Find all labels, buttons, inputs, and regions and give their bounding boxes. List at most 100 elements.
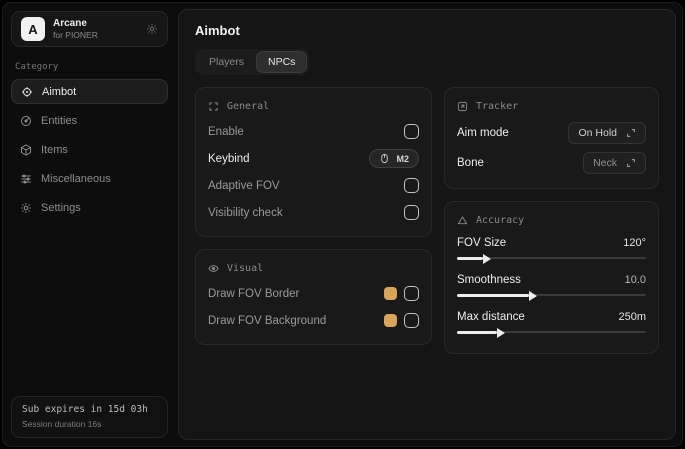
slider-head: Smoothness 10.0	[457, 270, 646, 289]
app-title-block: Arcane for PIONER	[53, 18, 98, 40]
max-distance-slider-block: Max distance 250m	[457, 306, 646, 343]
sidebar-item-label: Aimbot	[42, 85, 77, 98]
slider-value: 120°	[623, 236, 646, 249]
app-subtitle: for PIONER	[53, 30, 98, 40]
row-bone: Bone Neck	[457, 148, 646, 178]
mouse-icon	[379, 153, 390, 164]
sidebar-header: A Arcane for PIONER	[11, 11, 168, 47]
fov-background-color-swatch[interactable]	[384, 314, 397, 327]
target-box-icon	[457, 101, 468, 112]
sidebar-item-aimbot[interactable]: Aimbot	[11, 79, 168, 104]
color-checkbox-group	[384, 313, 419, 328]
slider-label: Max distance	[457, 310, 525, 323]
row-visibility-check: Visibility check	[208, 199, 419, 226]
tracker-card: Tracker Aim mode On Hold Bone	[444, 87, 659, 189]
crosshair-icon	[21, 86, 33, 98]
sidebar-item-label: Miscellaneous	[41, 172, 111, 185]
row-label: Visibility check	[208, 206, 283, 219]
sidebar-item-entities[interactable]: Entities	[11, 108, 168, 133]
slider-fill	[457, 253, 492, 264]
row-label: Bone	[457, 157, 484, 169]
section-title: General	[227, 101, 270, 112]
row-draw-fov-border: Draw FOV Border	[208, 280, 419, 307]
visual-header: Visual	[208, 258, 419, 280]
slider-track	[457, 257, 646, 259]
triangle-icon	[457, 215, 468, 226]
target-tabs: Players NPCs	[195, 49, 310, 75]
row-aim-mode: Aim mode On Hold	[457, 118, 646, 148]
row-label: Draw FOV Border	[208, 287, 300, 300]
row-label: Enable	[208, 125, 244, 138]
scan-icon	[208, 101, 219, 112]
visibility-check-checkbox[interactable]	[404, 205, 419, 220]
expand-icon	[626, 128, 636, 138]
row-draw-fov-background: Draw FOV Background	[208, 307, 419, 334]
sidebar-item-label: Items	[41, 143, 68, 156]
section-title: Visual	[227, 263, 264, 274]
slider-label: FOV Size	[457, 236, 507, 249]
slider-value: 10.0	[624, 273, 646, 286]
radar-icon	[20, 115, 32, 127]
slider-track	[457, 331, 646, 333]
slider-thumb[interactable]	[528, 290, 537, 301]
sliders-icon	[20, 173, 32, 185]
bone-select[interactable]: Neck	[583, 152, 646, 174]
slider-value: 250m	[618, 310, 646, 323]
slider-head: Max distance 250m	[457, 307, 646, 326]
smoothness-slider[interactable]	[457, 290, 646, 301]
row-keybind: Keybind M2	[208, 145, 419, 172]
tab-npcs[interactable]: NPCs	[257, 52, 307, 72]
slider-fill	[457, 290, 537, 301]
fov-size-slider-block: FOV Size 120°	[457, 232, 646, 269]
slider-thumb[interactable]	[483, 253, 492, 264]
sub-expiry-text: Sub expires in 15d 03h	[22, 404, 148, 415]
slider-label: Smoothness	[457, 273, 521, 286]
aim-mode-select[interactable]: On Hold	[568, 122, 646, 144]
tracker-header: Tracker	[457, 96, 646, 118]
fov-size-slider[interactable]	[457, 253, 646, 264]
slider-head: FOV Size 120°	[457, 233, 646, 252]
settings-columns: General Enable Keybind M2	[195, 87, 659, 354]
sidebar-item-label: Settings	[41, 201, 81, 214]
slider-fill	[457, 327, 505, 338]
app-name: Arcane	[53, 18, 87, 29]
keybind-button[interactable]: M2	[369, 149, 419, 168]
keybind-value: M2	[396, 153, 409, 164]
sidebar: A Arcane for PIONER Category Aimbot Enti…	[3, 3, 176, 446]
gear-icon[interactable]	[146, 23, 158, 35]
fov-background-checkbox[interactable]	[404, 313, 419, 328]
cube-icon	[20, 143, 32, 156]
sidebar-item-items[interactable]: Items	[11, 137, 168, 162]
enable-checkbox[interactable]	[404, 124, 419, 139]
left-column: General Enable Keybind M2	[195, 87, 432, 345]
slider-track	[457, 294, 646, 296]
subscription-info-card: Sub expires in 15d 03h Session duration …	[11, 396, 168, 438]
app-logo: A	[21, 17, 45, 41]
tab-players[interactable]: Players	[209, 56, 245, 68]
eye-icon	[208, 263, 219, 274]
row-label: Keybind	[208, 152, 250, 165]
main-panel: Aimbot Players NPCs General Enable	[178, 9, 676, 440]
category-label: Category	[15, 62, 59, 72]
row-enable: Enable	[208, 118, 419, 145]
fov-border-color-swatch[interactable]	[384, 287, 397, 300]
general-header: General	[208, 96, 419, 118]
accuracy-card: Accuracy FOV Size 120°	[444, 201, 659, 354]
section-title: Accuracy	[476, 215, 525, 226]
smoothness-slider-block: Smoothness 10.0	[457, 269, 646, 306]
expand-icon	[626, 158, 636, 168]
right-column: Tracker Aim mode On Hold Bone	[444, 87, 659, 354]
sidebar-item-label: Entities	[41, 114, 78, 127]
adaptive-fov-checkbox[interactable]	[404, 178, 419, 193]
max-distance-slider[interactable]	[457, 327, 646, 338]
page-title: Aimbot	[195, 23, 240, 38]
color-checkbox-group	[384, 286, 419, 301]
visual-card: Visual Draw FOV Border Draw FOV Backgrou…	[195, 249, 432, 345]
slider-thumb[interactable]	[496, 327, 505, 338]
row-adaptive-fov: Adaptive FOV	[208, 172, 419, 199]
sidebar-item-settings[interactable]: Settings	[11, 195, 168, 220]
section-title: Tracker	[476, 101, 519, 112]
fov-border-checkbox[interactable]	[404, 286, 419, 301]
sidebar-item-miscellaneous[interactable]: Miscellaneous	[11, 166, 168, 191]
